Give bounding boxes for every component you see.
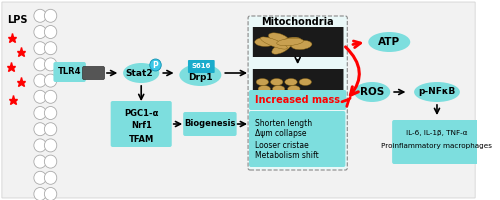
Circle shape — [44, 123, 57, 136]
Circle shape — [44, 106, 57, 119]
Text: Proinflammatory macrophages: Proinflammatory macrophages — [382, 143, 492, 149]
Circle shape — [44, 58, 57, 71]
Text: Nrf1: Nrf1 — [131, 121, 152, 130]
Circle shape — [44, 42, 57, 55]
FancyBboxPatch shape — [82, 66, 104, 79]
Circle shape — [44, 155, 57, 168]
Ellipse shape — [276, 38, 303, 46]
Ellipse shape — [260, 37, 287, 49]
Ellipse shape — [254, 38, 276, 46]
FancyBboxPatch shape — [188, 60, 214, 73]
Circle shape — [34, 123, 46, 136]
Ellipse shape — [368, 32, 410, 52]
Text: Looser cristae: Looser cristae — [254, 140, 308, 150]
Ellipse shape — [270, 78, 283, 86]
Ellipse shape — [258, 86, 270, 92]
Text: Metabolism shift: Metabolism shift — [254, 152, 318, 160]
Circle shape — [44, 188, 57, 200]
Circle shape — [44, 74, 57, 87]
Circle shape — [44, 90, 57, 103]
Text: ROS: ROS — [360, 87, 384, 97]
Circle shape — [34, 42, 46, 55]
Circle shape — [44, 139, 57, 152]
FancyBboxPatch shape — [253, 27, 344, 57]
FancyBboxPatch shape — [2, 2, 475, 198]
Ellipse shape — [291, 40, 312, 50]
Text: ATP: ATP — [378, 37, 400, 47]
Ellipse shape — [299, 78, 312, 86]
Circle shape — [34, 90, 46, 103]
Circle shape — [34, 58, 46, 71]
Ellipse shape — [288, 86, 300, 92]
Circle shape — [34, 139, 46, 152]
FancyBboxPatch shape — [253, 69, 344, 95]
Text: TFAM: TFAM — [128, 134, 154, 144]
Text: p-NFκB: p-NFκB — [418, 88, 456, 97]
Circle shape — [34, 171, 46, 184]
Ellipse shape — [272, 86, 285, 92]
Text: IL-6, IL-1β, TNF-α: IL-6, IL-1β, TNF-α — [406, 130, 468, 136]
Ellipse shape — [354, 82, 390, 102]
Circle shape — [44, 25, 57, 38]
Ellipse shape — [414, 82, 460, 102]
Text: PGC1-α: PGC1-α — [124, 108, 158, 117]
Text: LPS: LPS — [7, 15, 28, 25]
Text: Increased mass: Increased mass — [255, 95, 340, 105]
Circle shape — [34, 74, 46, 87]
Ellipse shape — [123, 63, 160, 83]
FancyBboxPatch shape — [183, 112, 236, 136]
FancyBboxPatch shape — [249, 90, 346, 110]
Text: P: P — [152, 60, 158, 70]
Circle shape — [34, 155, 46, 168]
Circle shape — [34, 25, 46, 38]
FancyBboxPatch shape — [54, 62, 86, 82]
FancyBboxPatch shape — [392, 120, 482, 164]
Circle shape — [34, 188, 46, 200]
Ellipse shape — [268, 33, 289, 43]
Text: Shorten length: Shorten length — [254, 118, 312, 128]
FancyBboxPatch shape — [248, 16, 348, 170]
Ellipse shape — [285, 78, 297, 86]
Text: Stat2: Stat2 — [126, 68, 153, 77]
Ellipse shape — [280, 37, 301, 47]
FancyBboxPatch shape — [249, 111, 346, 167]
Text: Mitochondria: Mitochondria — [262, 17, 334, 27]
Text: S616: S616 — [192, 64, 211, 70]
Ellipse shape — [272, 42, 291, 54]
Text: Biogenesis: Biogenesis — [184, 119, 236, 129]
Circle shape — [150, 59, 161, 71]
Ellipse shape — [256, 78, 268, 86]
Text: Drp1: Drp1 — [188, 72, 212, 82]
FancyBboxPatch shape — [110, 101, 172, 147]
Ellipse shape — [180, 64, 222, 86]
Text: TLR4: TLR4 — [58, 68, 82, 76]
Circle shape — [44, 9, 57, 22]
Circle shape — [34, 9, 46, 22]
Circle shape — [44, 171, 57, 184]
Circle shape — [34, 106, 46, 119]
Text: Δψm collapse: Δψm collapse — [254, 130, 306, 138]
